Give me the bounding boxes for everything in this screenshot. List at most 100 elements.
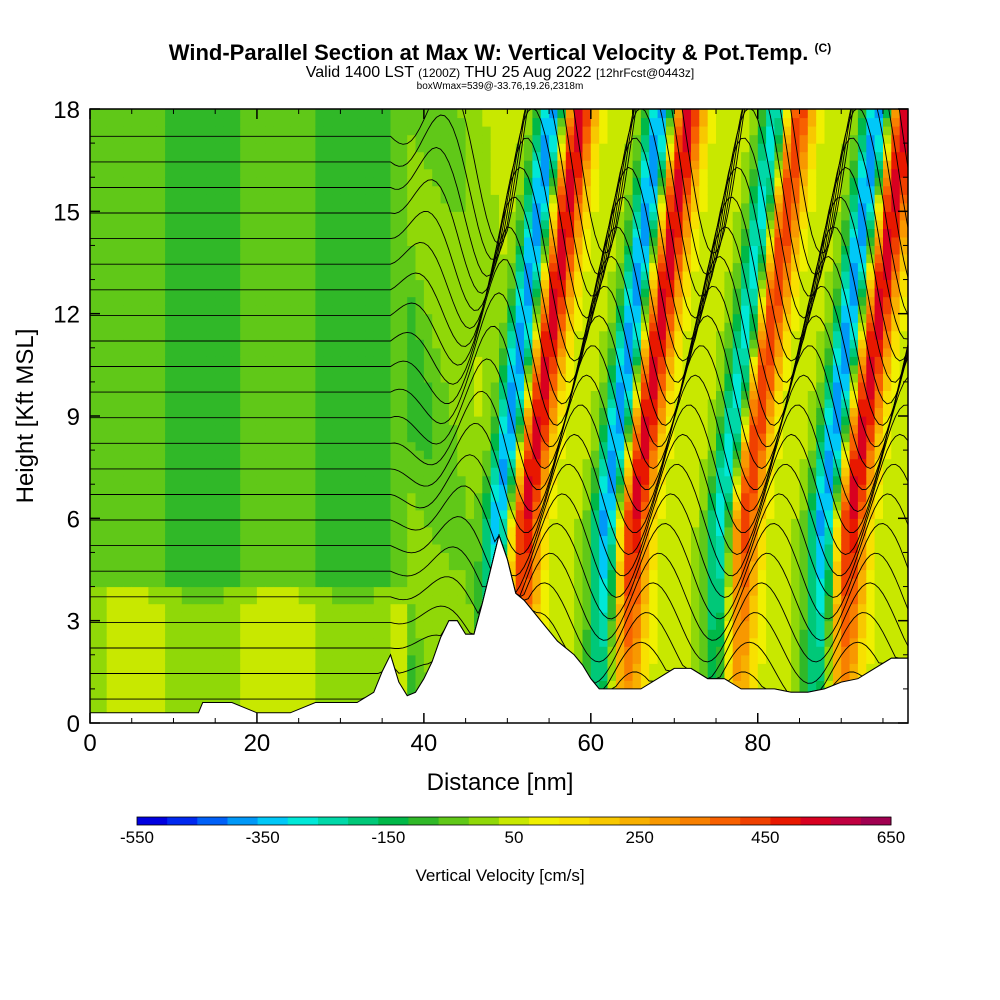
field-cell — [574, 330, 583, 340]
field-cell — [340, 305, 350, 315]
field-cell — [465, 151, 475, 161]
field-cell — [373, 671, 383, 681]
field-cell — [165, 151, 174, 161]
field-cell — [474, 271, 483, 281]
field-cell — [248, 509, 258, 519]
field-cell — [240, 543, 250, 553]
field-cell — [290, 501, 300, 511]
field-cell — [398, 543, 408, 553]
field-cell — [140, 347, 149, 357]
field-cell — [290, 526, 300, 536]
field-cell — [565, 236, 575, 246]
field-cell — [298, 236, 308, 246]
field-cell — [165, 202, 174, 212]
field-cell — [632, 339, 642, 349]
field-cell — [273, 688, 283, 698]
field-cell — [165, 535, 174, 545]
field-cell — [265, 143, 275, 153]
field-cell — [181, 356, 191, 366]
field-cell — [198, 271, 208, 281]
field-cell — [156, 637, 166, 647]
field-cell — [332, 586, 341, 596]
field-cell — [156, 356, 166, 366]
field-cell — [649, 151, 659, 161]
field-cell — [448, 509, 458, 519]
field-cell — [131, 245, 141, 255]
field-cell — [398, 535, 408, 545]
field-cell — [131, 236, 141, 246]
field-cell — [131, 450, 141, 460]
field-cell — [532, 509, 542, 519]
field-cell — [432, 586, 442, 596]
field-cell — [215, 424, 225, 434]
field-cell — [365, 390, 375, 400]
field-cell — [231, 296, 241, 306]
field-cell — [315, 373, 325, 383]
field-cell — [206, 603, 216, 613]
field-cell — [657, 185, 667, 195]
field-cell — [649, 279, 659, 289]
field-cell — [640, 109, 650, 119]
field-cell — [273, 134, 283, 144]
field-cell — [223, 262, 233, 272]
field-cell — [248, 467, 258, 477]
field-cell — [490, 177, 500, 187]
field-cell — [407, 109, 417, 119]
field-cell — [181, 254, 191, 264]
field-cell — [524, 356, 533, 366]
field-cell — [665, 612, 675, 622]
field-cell — [98, 484, 108, 494]
field-cell — [582, 211, 592, 221]
field-cell — [240, 663, 250, 673]
field-cell — [223, 569, 233, 579]
field-cell — [181, 185, 191, 195]
field-cell — [574, 288, 583, 298]
field-cell — [282, 322, 291, 332]
field-cell — [215, 535, 225, 545]
field-cell — [448, 561, 458, 571]
field-cell — [432, 296, 442, 306]
field-cell — [407, 424, 417, 434]
field-cell — [365, 330, 375, 340]
field-cell — [256, 407, 266, 417]
field-cell — [340, 373, 350, 383]
field-cell — [549, 305, 558, 315]
field-cell — [307, 450, 316, 460]
field-cell — [607, 586, 617, 596]
field-cell — [515, 254, 525, 264]
field-cell — [540, 339, 550, 349]
field-cell — [248, 578, 258, 588]
field-cell — [632, 143, 642, 153]
field-cell — [407, 305, 417, 315]
field-cell — [173, 151, 183, 161]
field-cell — [599, 629, 609, 639]
field-cell — [173, 603, 183, 613]
field-cell — [231, 586, 241, 596]
field-cell — [248, 424, 258, 434]
field-cell — [231, 364, 241, 374]
field-cell — [315, 313, 325, 323]
field-cell — [298, 501, 308, 511]
field-cell — [240, 603, 250, 613]
field-cell — [382, 168, 391, 178]
field-cell — [173, 680, 183, 690]
field-cell — [524, 390, 533, 400]
field-cell — [307, 339, 316, 349]
field-cell — [307, 416, 316, 426]
field-cell — [407, 671, 417, 681]
field-cell — [490, 364, 500, 374]
field-cell — [357, 492, 366, 502]
field-cell — [415, 646, 425, 656]
field-cell — [357, 185, 366, 195]
field-cell — [282, 509, 291, 519]
field-cell — [574, 578, 583, 588]
field-cell — [615, 578, 625, 588]
field-cell — [215, 177, 225, 187]
field-cell — [332, 518, 341, 528]
field-cell — [173, 160, 183, 170]
field-cell — [524, 109, 533, 119]
field-cell — [607, 578, 617, 588]
field-cell — [332, 595, 341, 605]
field-cell — [615, 322, 625, 332]
field-cell — [457, 433, 467, 443]
